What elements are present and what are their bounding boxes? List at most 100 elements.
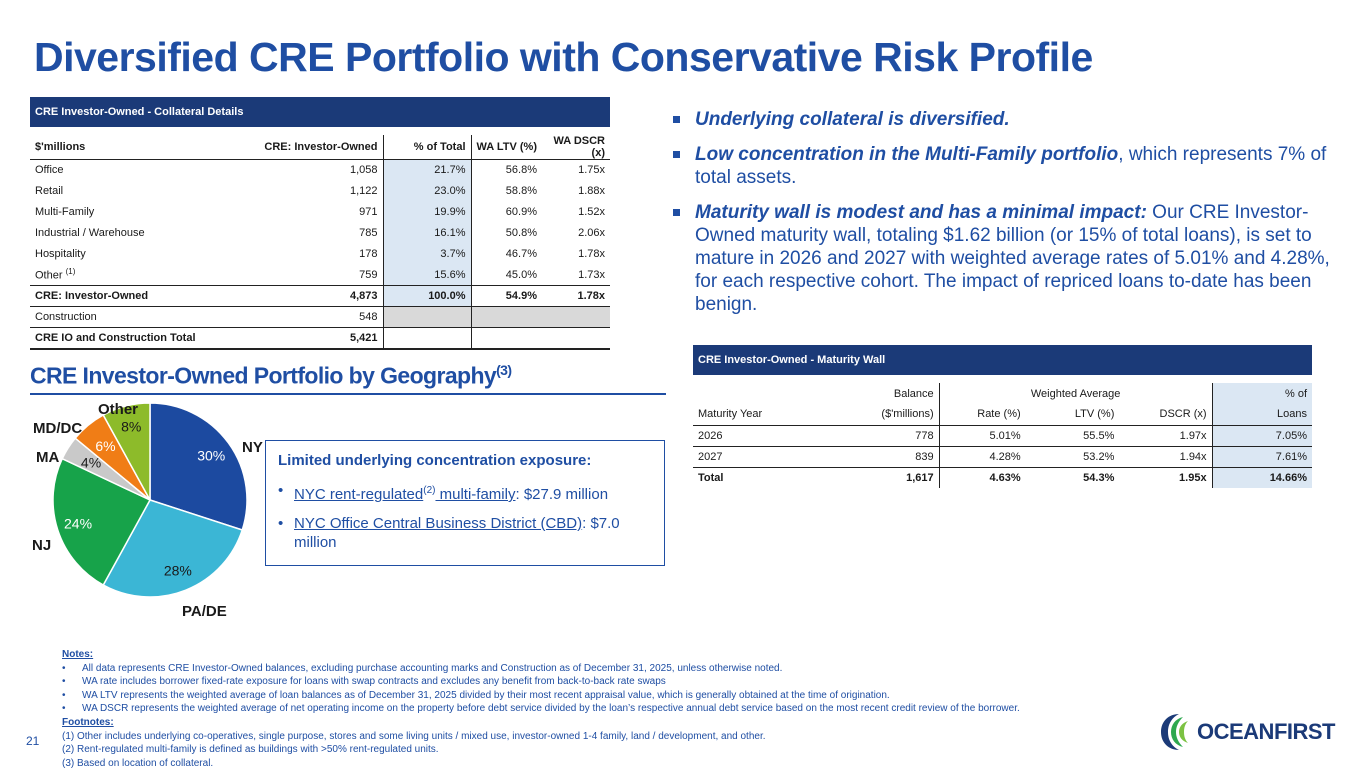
geography-pie-chart: 30% NY 28% PA/DE 24% NJ 4% MA 6% MD/DC 8%Other	[32, 401, 263, 620]
pie-slice-pade	[102, 499, 244, 598]
pie-slice-nj	[52, 457, 152, 587]
pie-category-label: PA/DE	[182, 603, 227, 620]
divider	[30, 393, 666, 395]
table-row: Office 1,058 21.7% 56.8% 1.75x	[30, 159, 610, 181]
note-item: WA LTV represents the weighted average o…	[62, 689, 1162, 703]
pie-data-label: 8%	[121, 419, 141, 435]
col-header: WA LTV (%)	[471, 135, 542, 160]
pie-data-label: 30%	[197, 448, 225, 464]
cell-balance: 1,617	[814, 467, 940, 488]
row-dscr: 1.75x	[578, 164, 605, 177]
row-ltv: 58.8%	[505, 185, 537, 197]
col-header: ($'millions)	[814, 404, 940, 426]
note-item: All data represents CRE Investor-Owned b…	[62, 662, 1162, 676]
row-ltv: 56.8%	[505, 164, 537, 177]
col-header: DSCR (x)	[1119, 404, 1213, 426]
pie-data-label: 24%	[64, 515, 92, 531]
table-row: Multi-Family 971 19.9% 60.9% 1.52x	[30, 201, 610, 223]
row-label: Industrial / Warehouse	[35, 227, 145, 239]
row-dscr: 1.88x	[578, 185, 605, 197]
row-dscr: 1.78x	[578, 248, 605, 260]
notes-heading: Notes:	[62, 649, 94, 660]
row-value: 785	[359, 227, 378, 239]
cell-balance: 839	[814, 446, 940, 467]
company-logo: OCEANFIRST	[1157, 712, 1342, 752]
col-header: Rate (%)	[939, 404, 1026, 426]
key-points: Underlying collateral is diversified. Lo…	[673, 108, 1333, 328]
row-pct: 15.6%	[382, 264, 472, 286]
row-dscr: 1.78x	[542, 285, 610, 307]
cell-loans: 7.61%	[1212, 446, 1312, 467]
cell-ltv: 53.2%	[1083, 450, 1115, 463]
concentration-item: NYC rent-regulated(2) multi-family: $27.…	[278, 481, 652, 504]
cell-rate: 4.28%	[989, 450, 1021, 463]
bullet-item: Low concentration in the Multi-Family po…	[673, 143, 1333, 189]
pie-category-label: NJ	[32, 537, 51, 554]
logo-text: OCEANFIRST	[1197, 719, 1336, 744]
row-pct: 100.0%	[382, 285, 472, 307]
cell-rate: 4.63%	[989, 471, 1021, 484]
row-pct: 21.7%	[382, 159, 472, 181]
pie-category-label: MA	[36, 449, 59, 466]
notes: Notes: All data represents CRE Investor-…	[62, 648, 1162, 768]
page-number: 21	[26, 734, 40, 748]
cell-loans: 7.05%	[1212, 425, 1312, 446]
cell-ltv: 55.5%	[1083, 429, 1115, 442]
concentration-item: NYC Office Central Business District (CB…	[278, 514, 652, 552]
row-pct: 23.0%	[382, 180, 472, 202]
row-pct: 19.9%	[382, 201, 472, 223]
pie-slice-other	[102, 402, 151, 501]
cell-ltv: 54.3%	[1083, 471, 1115, 484]
table-row: 2027 839 4.28% 53.2% 1.94x 7.61%	[693, 446, 1312, 467]
total-row: CRE: Investor-Owned 4,873 100.0% 54.9% 1.78x	[30, 285, 610, 307]
cell-dscr: 1.95x	[1119, 467, 1213, 488]
table-row: Retail 1,122 23.0% 58.8% 1.88x	[30, 180, 610, 202]
row-label: Construction	[30, 306, 210, 328]
group-header: Balance	[814, 383, 940, 404]
construction-row: Construction 548	[30, 306, 610, 328]
cell-year: 2026	[698, 429, 723, 442]
row-label: Hospitality	[35, 248, 86, 260]
concentration-box: Limited underlying concentration exposur…	[265, 440, 665, 566]
row-dscr: 1.52x	[578, 206, 605, 218]
row-value: 178	[359, 248, 378, 260]
row-label: CRE: Investor-Owned	[30, 285, 210, 307]
table-row: Hospitality 178 3.7% 46.7% 1.78x	[30, 243, 610, 265]
pie-data-label: 28%	[164, 562, 192, 578]
empty-cell	[382, 306, 472, 328]
col-header: WA DSCR (x)	[542, 135, 610, 160]
cell-dscr: 1.94x	[1119, 446, 1213, 467]
row-value: 1,122	[349, 185, 378, 197]
col-header: % of Total	[382, 135, 472, 160]
row-ltv: 45.0%	[505, 268, 537, 281]
cell-loans: 14.66%	[1212, 467, 1312, 488]
row-value: 759	[359, 268, 378, 281]
table-row: 2026 778 5.01% 55.5% 1.97x 7.05%	[693, 425, 1312, 446]
cell-year: 2027	[698, 450, 723, 463]
row-dscr: 1.73x	[578, 268, 605, 281]
row-value: 1,058	[349, 164, 378, 177]
row-value: 548	[210, 306, 383, 328]
pie-data-label: 4%	[81, 455, 101, 471]
row-dscr: 2.06x	[578, 227, 605, 239]
col-header: $'millions	[30, 135, 210, 160]
geography-title: CRE Investor-Owned Portfolio by Geograph…	[30, 362, 512, 389]
pie-category-label: Other	[98, 401, 138, 418]
row-value: 4,873	[210, 285, 383, 307]
row-label: CRE IO and Construction Total	[35, 331, 196, 344]
footnote-item: (1) Other includes underlying co-operati…	[62, 730, 766, 742]
cell-rate: 5.01%	[989, 429, 1021, 442]
row-ltv: 46.7%	[505, 248, 537, 260]
row-label: Other (1)	[35, 267, 76, 283]
footnotes-heading: Footnotes:	[62, 716, 114, 728]
col-header: LTV (%)	[1025, 404, 1120, 426]
empty-cell	[471, 306, 610, 328]
pie-category-label: NY	[242, 439, 263, 456]
cell-year: Total	[698, 471, 724, 484]
row-ltv: 54.9%	[471, 285, 542, 307]
table-row: Industrial / Warehouse 785 16.1% 50.8% 2.06x	[30, 222, 610, 244]
row-pct: 3.7%	[382, 243, 472, 265]
bullet-item: Maturity wall is modest and has a minima…	[673, 201, 1333, 316]
cell-balance: 778	[814, 425, 940, 446]
pie-data-label: 6%	[95, 438, 115, 454]
